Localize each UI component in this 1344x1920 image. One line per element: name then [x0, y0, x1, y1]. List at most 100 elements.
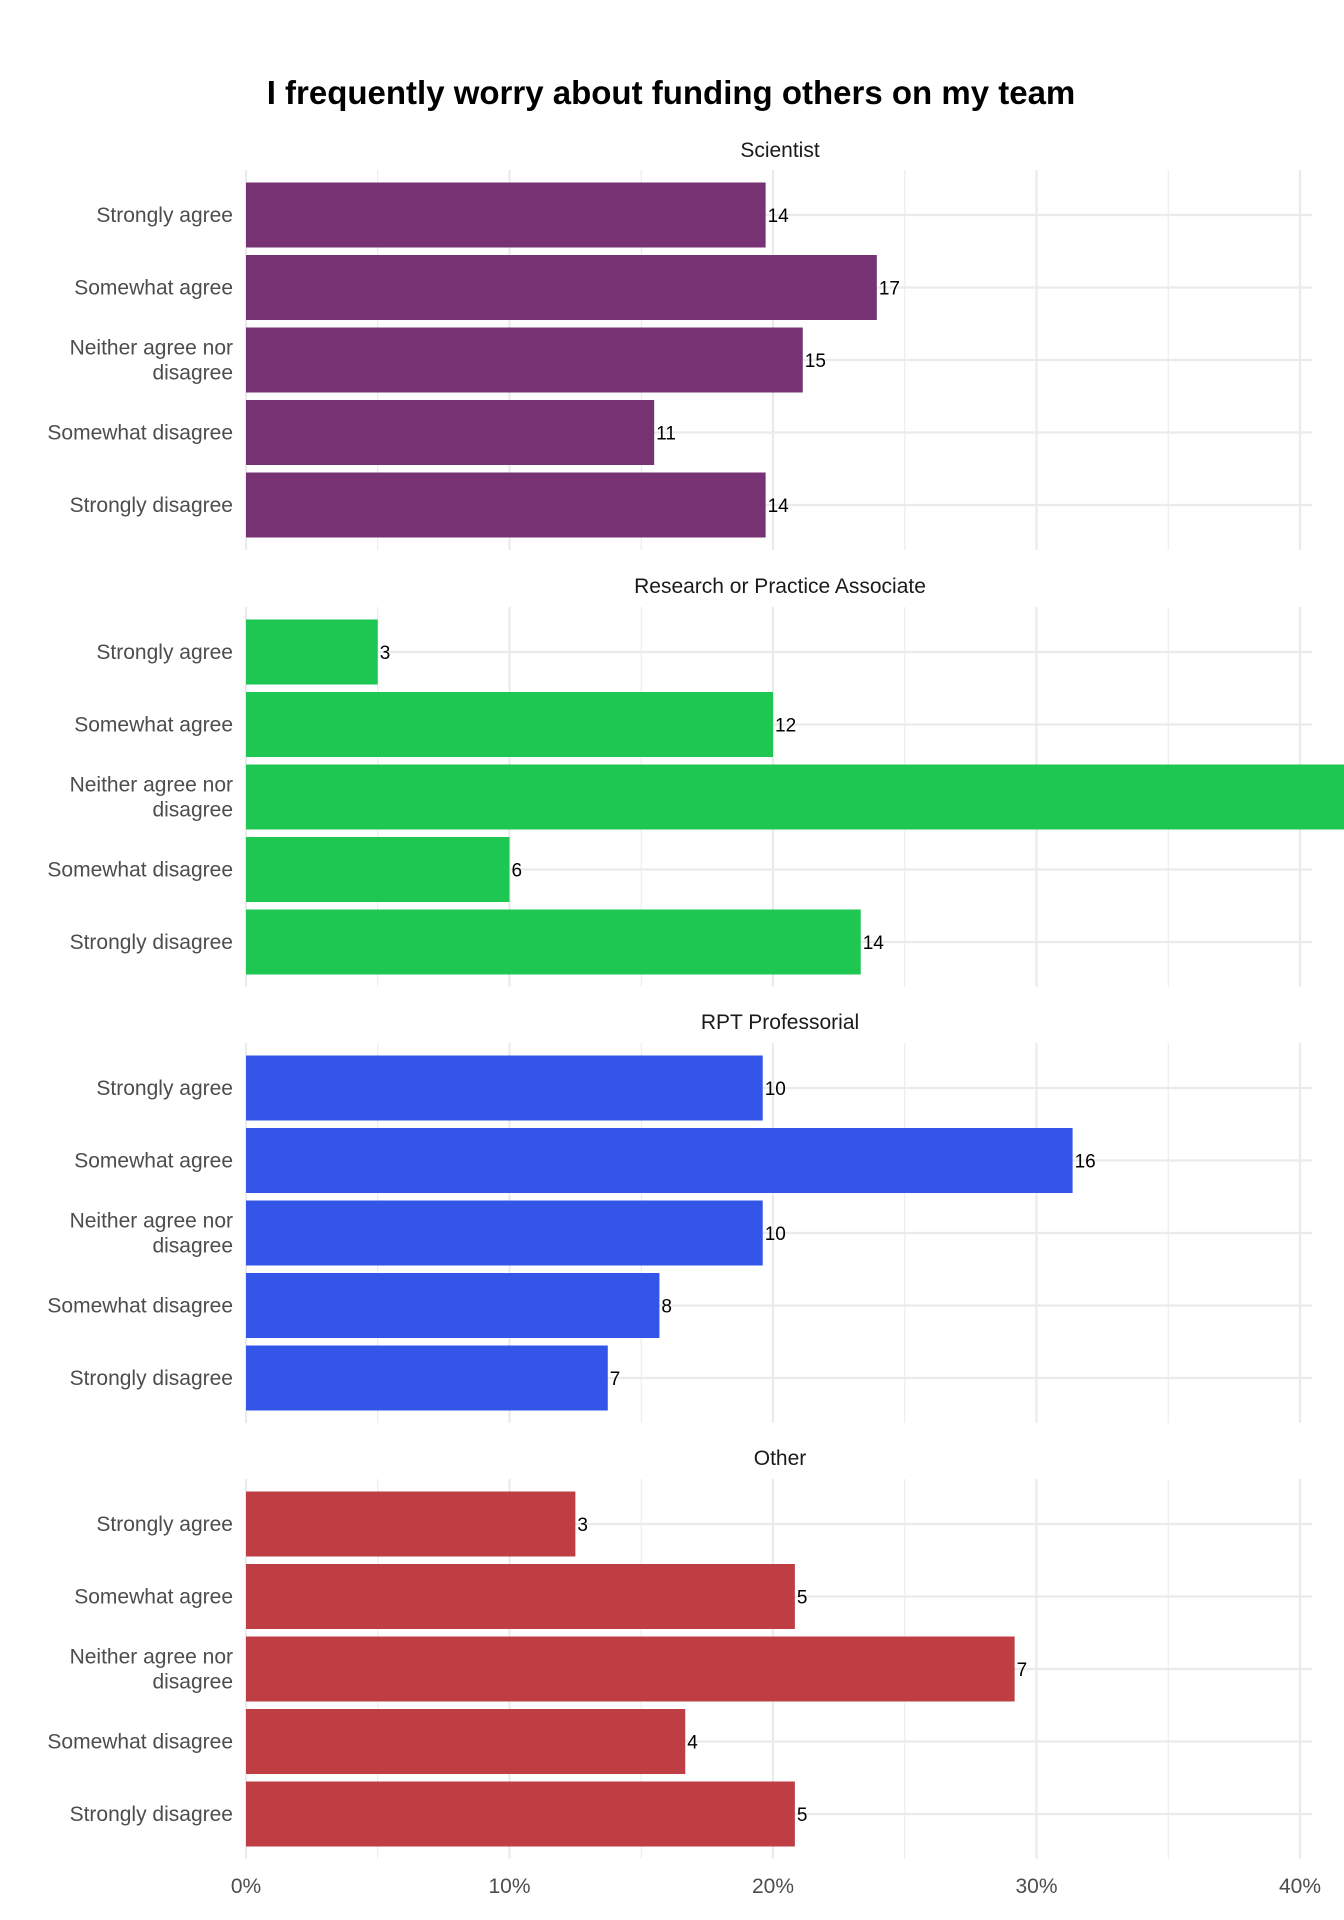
panel-0: Scientist Strongly agree Somewhat agree Nei… — [47, 139, 1312, 550]
bar-value-label: 14 — [768, 206, 790, 227]
category-label: Strongly disagree — [70, 1803, 233, 1826]
bar-value-label: 7 — [1017, 1660, 1028, 1681]
x-tick-label: 40% — [1279, 1875, 1321, 1898]
category-label-line: Somewhat disagree — [47, 1295, 233, 1318]
chart-title: I frequently worry about funding others … — [267, 74, 1076, 111]
x-tick-label: 10% — [488, 1875, 530, 1898]
bar — [246, 1564, 795, 1629]
panel-title: Other — [754, 1447, 807, 1470]
category-label-line: disagree — [152, 1235, 233, 1258]
category-label-line: Somewhat agree — [74, 277, 233, 300]
bar — [246, 1491, 576, 1557]
category-label-line: disagree — [152, 799, 233, 822]
category-label: Somewhat agree — [74, 1586, 233, 1609]
category-label-line: Strongly disagree — [70, 1803, 233, 1826]
panel-title: RPT Professorial — [701, 1011, 859, 1034]
x-tick-label: 20% — [752, 1875, 794, 1898]
bar — [246, 764, 1344, 830]
bar-value-label: 5 — [797, 1588, 808, 1609]
category-label-line: Somewhat disagree — [47, 422, 233, 445]
category-label-line: Somewhat agree — [74, 1150, 233, 1173]
bar-value-label: 14 — [768, 496, 790, 517]
bar — [246, 1128, 1073, 1193]
category-label-line: Neither agree nor — [70, 774, 233, 797]
bar-value-label: 3 — [577, 1515, 588, 1536]
category-label: Strongly disagree — [70, 931, 233, 954]
category-label: Neither agree nor disagree — [70, 1210, 233, 1258]
bar — [246, 1055, 763, 1121]
panels-layer: Scientist Strongly agree Somewhat agree Nei… — [47, 139, 1344, 1859]
category-label-line: Strongly agree — [96, 204, 233, 227]
category-label-line: Somewhat disagree — [47, 1731, 233, 1754]
bar-value-label: 3 — [380, 643, 391, 664]
bar — [246, 1781, 795, 1847]
category-label: Neither agree nor disagree — [70, 774, 233, 822]
category-label: Strongly agree — [96, 1513, 233, 1536]
panel-1: Research or Practice Associate Strongly a… — [47, 575, 1344, 987]
category-label-line: Somewhat agree — [74, 1586, 233, 1609]
bar — [246, 400, 655, 465]
category-label: Somewhat disagree — [47, 1295, 233, 1318]
bar — [246, 1636, 1015, 1702]
bar-value-label: 10 — [765, 1224, 786, 1245]
category-label-line: Strongly agree — [96, 1077, 233, 1100]
category-label-line: Somewhat agree — [74, 714, 233, 737]
panel-title: Research or Practice Associate — [634, 575, 926, 598]
panel-3: Other Strongly agree Somewhat agree Neither… — [47, 1447, 1312, 1859]
category-label: Somewhat agree — [74, 277, 233, 300]
category-label: Strongly agree — [96, 204, 233, 227]
bar — [246, 1345, 608, 1411]
category-label-line: Neither agree nor — [70, 337, 233, 360]
category-label: Neither agree nor disagree — [70, 337, 233, 385]
bar-value-label: 15 — [805, 351, 826, 372]
x-tick-label: 30% — [1015, 1875, 1057, 1898]
bar-value-label: 5 — [797, 1805, 808, 1826]
category-label: Strongly agree — [96, 641, 233, 664]
bar — [246, 909, 861, 975]
bar-value-label: 10 — [765, 1079, 786, 1100]
bar — [246, 692, 773, 757]
category-label-line: disagree — [152, 362, 233, 385]
bar — [246, 837, 510, 902]
category-label: Strongly disagree — [70, 1367, 233, 1390]
panel-2: RPT Professorial Strongly agree Somewhat a… — [47, 1011, 1312, 1423]
category-label-line: Neither agree nor — [70, 1646, 233, 1669]
bar-value-label: 4 — [687, 1733, 698, 1754]
bar — [246, 182, 766, 248]
bar-value-label: 11 — [656, 424, 676, 445]
bar — [246, 255, 877, 320]
bar — [246, 472, 766, 538]
panel-title: Scientist — [740, 139, 820, 162]
category-label-line: Strongly disagree — [70, 931, 233, 954]
category-label: Somewhat disagree — [47, 1731, 233, 1754]
bar-value-label: 12 — [775, 716, 796, 737]
category-label-line: Strongly disagree — [70, 1367, 233, 1390]
bar — [246, 1273, 660, 1338]
x-tick-label: 0% — [231, 1875, 261, 1898]
category-label: Strongly disagree — [70, 494, 233, 517]
bar-value-label: 14 — [863, 933, 885, 954]
bar — [246, 619, 378, 685]
bar-value-label: 16 — [1075, 1152, 1096, 1173]
bar-value-label: 6 — [512, 861, 523, 882]
x-axis: 0% 10% 20% 30% 40% — [231, 1875, 1321, 1898]
category-label: Neither agree nor disagree — [70, 1646, 233, 1694]
category-label: Somewhat disagree — [47, 422, 233, 445]
bar-value-label: 7 — [610, 1369, 621, 1390]
bar-value-label: 8 — [661, 1297, 672, 1318]
bar-value-label: 17 — [879, 279, 900, 300]
category-label-line: Strongly agree — [96, 641, 233, 664]
category-label: Somewhat agree — [74, 1150, 233, 1173]
category-label: Somewhat agree — [74, 714, 233, 737]
category-label-line: Strongly agree — [96, 1513, 233, 1536]
category-label-line: Strongly disagree — [70, 494, 233, 517]
category-label-line: Neither agree nor — [70, 1210, 233, 1233]
category-label: Somewhat disagree — [47, 859, 233, 882]
bar — [246, 1200, 763, 1266]
category-label: Strongly agree — [96, 1077, 233, 1100]
category-label-line: Somewhat disagree — [47, 859, 233, 882]
bar — [246, 1709, 686, 1774]
bar — [246, 327, 803, 393]
